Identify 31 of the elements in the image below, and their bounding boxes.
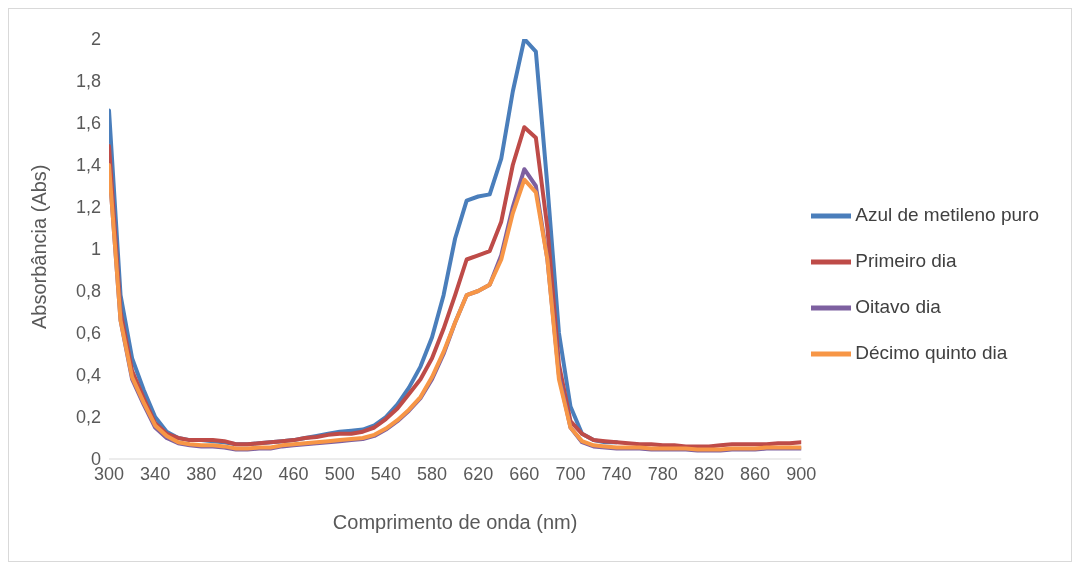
y-tick-label: 1,2 (75, 197, 101, 218)
y-tick-label: 0,8 (75, 281, 101, 302)
x-tick-label: 820 (693, 463, 724, 484)
x-tick-label: 620 (463, 463, 494, 484)
x-tick-label: 700 (555, 463, 586, 484)
legend-label: Primeiro dia (855, 250, 957, 271)
legend-label: Oitavo dia (855, 296, 941, 317)
y-tick-label: 2 (90, 29, 101, 50)
x-tick-label: 900 (786, 463, 817, 484)
y-tick-label: 1,8 (75, 71, 101, 92)
y-axis-title: Absorbância (Abs) (28, 164, 51, 329)
legend-label: Décimo quinto dia (855, 342, 1008, 363)
y-tick-label: 0,6 (75, 323, 101, 344)
x-tick-label: 500 (324, 463, 355, 484)
legend-label: Azul de metileno puro (855, 204, 1039, 225)
x-tick-label: 460 (278, 463, 309, 484)
x-tick-label: 740 (601, 463, 632, 484)
x-tick-label: 420 (232, 463, 263, 484)
x-tick-label: 580 (417, 463, 448, 484)
x-tick-label: 340 (140, 463, 171, 484)
x-tick-label: 540 (370, 463, 401, 484)
x-tick-label: 780 (647, 463, 678, 484)
y-tick-label: 1,6 (75, 113, 101, 134)
y-tick-label: 1 (90, 239, 101, 260)
x-tick-label: 660 (509, 463, 540, 484)
y-tick-label: 0,4 (75, 365, 101, 386)
x-tick-label: 860 (740, 463, 771, 484)
x-tick-label: 380 (186, 463, 217, 484)
y-tick-label: 1,4 (75, 155, 101, 176)
y-tick-label: 0,2 (75, 407, 101, 428)
x-axis-title: Comprimento de onda (nm) (332, 511, 578, 533)
